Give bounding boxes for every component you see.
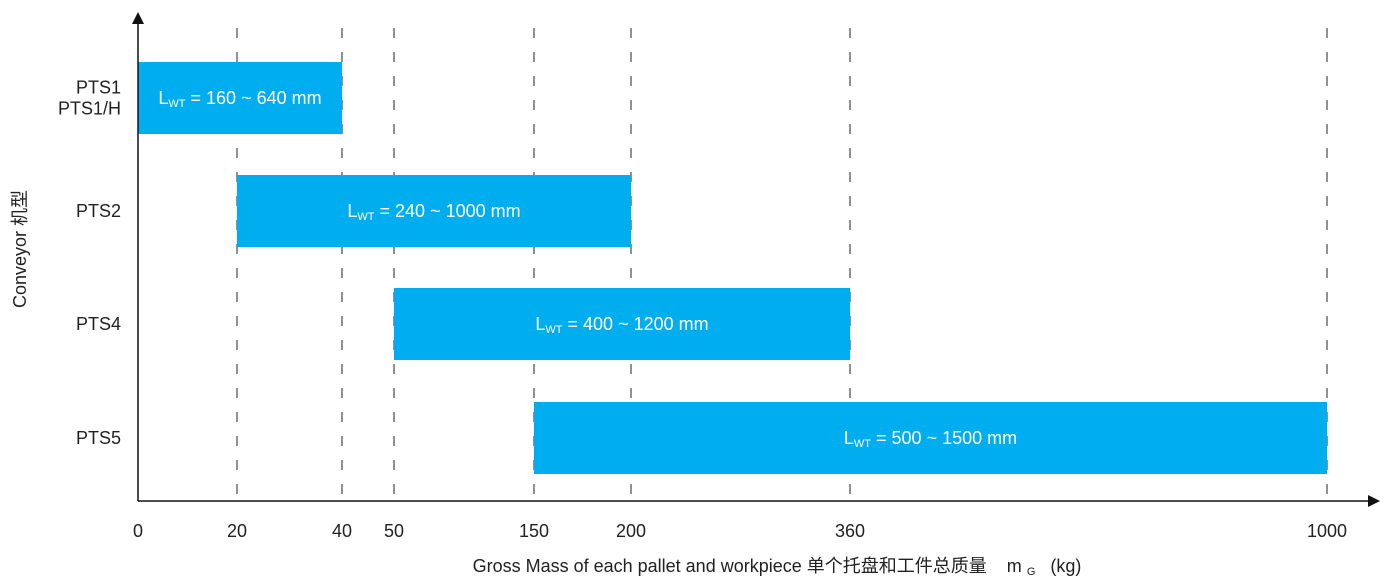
bar-label-symbol: L [535, 314, 545, 334]
bar-label-pts4: LWT = 400 ~ 1200 mm [535, 314, 708, 336]
axes [132, 12, 1380, 507]
bar-label-symbol-sub: WT [357, 211, 374, 223]
bar-label-pts2: LWT = 240 ~ 1000 mm [347, 201, 520, 223]
bar-label-symbol: L [347, 201, 357, 221]
x-tick-label-40: 40 [332, 521, 352, 541]
bar-label-pts1: LWT = 160 ~ 640 mm [158, 88, 321, 110]
x-tick-label-1000: 1000 [1307, 521, 1347, 541]
x-tick-label-360: 360 [835, 521, 865, 541]
x-axis-title-unit: (kg) [1050, 556, 1081, 576]
x-axis-title-space [1040, 556, 1045, 576]
x-tick-label-50: 50 [384, 521, 404, 541]
x-tick-label-150: 150 [519, 521, 549, 541]
category-label-pts5: PTS5 [76, 428, 121, 448]
bar-pts5 [534, 402, 1327, 474]
bar-label-symbol-sub: WT [168, 98, 185, 110]
x-tick-label-20: 20 [227, 521, 247, 541]
bar-pts4 [394, 288, 850, 360]
bar-pts1 [138, 62, 342, 134]
x-axis-title-spacer [992, 556, 1002, 576]
bar-label-range: = 500 ~ 1500 mm [871, 428, 1017, 448]
bar-label-symbol: L [158, 88, 168, 108]
bar-pts2 [237, 175, 631, 247]
y-axis-title: Conveyor 机型 [10, 190, 30, 308]
bar-label-symbol-sub: WT [545, 324, 562, 336]
x-axis-title-symbol-sub: G [1027, 566, 1036, 578]
bar-label-symbol-sub: WT [854, 438, 871, 450]
category-label-pts4: PTS4 [76, 314, 121, 334]
bar-label-symbol: L [844, 428, 854, 448]
category-label-pts1: PTS1 [76, 78, 121, 98]
x-tick-label-200: 200 [616, 521, 646, 541]
x-axis-title-text: Gross Mass of each pallet and workpiece … [473, 556, 987, 576]
x-axis-title-symbol: m [1007, 556, 1022, 576]
bar-label-pts5: LWT = 500 ~ 1500 mm [844, 428, 1017, 450]
x-tick-label-0: 0 [133, 521, 143, 541]
category-label-pts2: PTS2 [76, 201, 121, 221]
bar-label-range: = 400 ~ 1200 mm [563, 314, 709, 334]
category-label-pts1-h: PTS1/H [58, 99, 121, 119]
bar-label-range: = 160 ~ 640 mm [186, 88, 322, 108]
bar-label-range: = 240 ~ 1000 mm [375, 201, 521, 221]
x-axis-title: Gross Mass of each pallet and workpiece … [473, 556, 1082, 579]
x-tick-labels: 0 20 40 50 150 200 360 1000 [133, 521, 1347, 541]
